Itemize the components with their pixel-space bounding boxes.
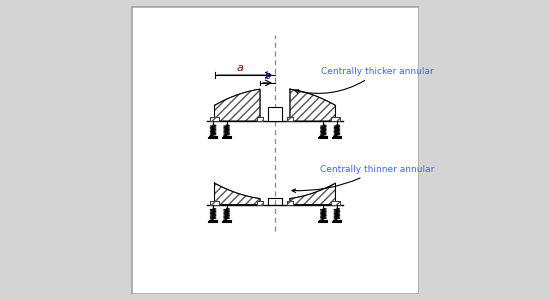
Bar bbox=[257, 201, 263, 205]
Polygon shape bbox=[214, 183, 260, 205]
Bar bbox=[331, 117, 340, 121]
Bar bbox=[257, 201, 263, 205]
Bar bbox=[331, 201, 340, 205]
Polygon shape bbox=[290, 183, 336, 205]
Bar bbox=[210, 117, 219, 121]
Bar bbox=[257, 117, 263, 121]
Polygon shape bbox=[214, 89, 260, 121]
Bar bbox=[257, 117, 263, 121]
Bar bbox=[287, 117, 293, 121]
Bar bbox=[267, 107, 283, 121]
Text: b: b bbox=[265, 71, 271, 81]
Bar bbox=[210, 117, 219, 121]
Text: a: a bbox=[237, 63, 244, 73]
Bar bbox=[210, 201, 219, 205]
Bar bbox=[287, 201, 293, 205]
Bar bbox=[210, 201, 219, 205]
Bar bbox=[287, 201, 293, 205]
Bar bbox=[287, 117, 293, 121]
Text: Centrally thinner annular: Centrally thinner annular bbox=[292, 165, 434, 193]
Polygon shape bbox=[290, 89, 336, 121]
Bar bbox=[331, 201, 340, 205]
Bar bbox=[331, 117, 340, 121]
Text: Centrally thicker annular: Centrally thicker annular bbox=[295, 67, 434, 93]
